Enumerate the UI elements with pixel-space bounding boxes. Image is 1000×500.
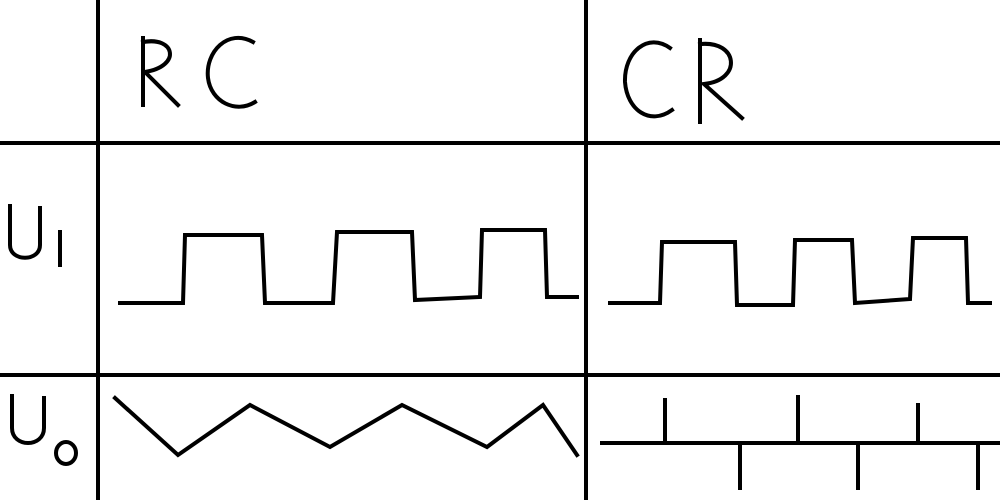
column-header-cr-text: CR [0, 0, 2, 1]
rc-input-square-wave [118, 228, 579, 305]
letter-c [622, 40, 675, 119]
letter-r [697, 38, 745, 124]
cr-input-square-wave [608, 236, 992, 307]
column-header-cr: CR [0, 0, 745, 124]
row-label-u0: U0 [0, 0, 78, 466]
subscript-0 [54, 440, 78, 466]
letter-c [205, 35, 258, 109]
column-header-rc-text: RC [0, 0, 2, 1]
letter-u [10, 394, 46, 445]
row-label-u1-text: U1 [0, 0, 2, 1]
letter-u [8, 204, 42, 260]
column-header-rc: RC [0, 0, 258, 109]
rc-output-triangle-wave [112, 395, 580, 458]
row-label-u0-text: U0 [0, 0, 2, 1]
cr-output-spike-train [600, 395, 1000, 490]
letter-r [140, 36, 181, 108]
row-label-u1: U1 [0, 0, 62, 267]
